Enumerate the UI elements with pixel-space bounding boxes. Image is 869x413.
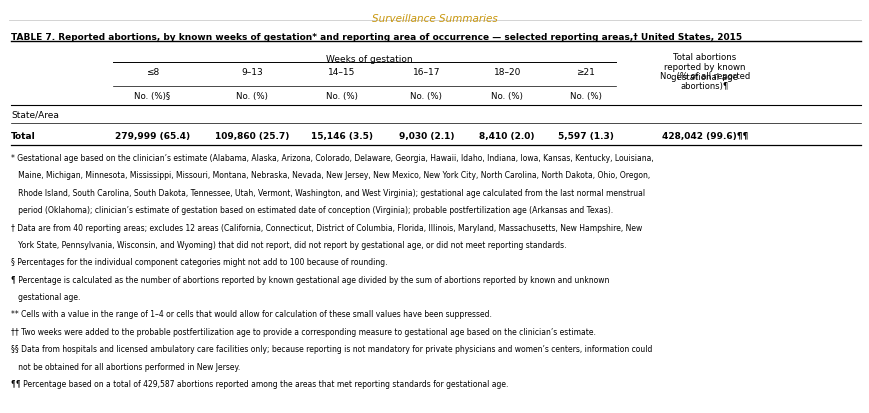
Text: ≥21: ≥21	[575, 68, 594, 77]
Text: 9–13: 9–13	[242, 68, 263, 77]
Text: † Data are from 40 reporting areas; excludes 12 areas (California, Connecticut, : † Data are from 40 reporting areas; excl…	[11, 223, 642, 232]
Text: 14–15: 14–15	[328, 68, 355, 77]
Text: 279,999 (65.4): 279,999 (65.4)	[115, 132, 189, 141]
Text: 109,860 (25.7): 109,860 (25.7)	[215, 132, 289, 141]
Text: §§ Data from hospitals and licensed ambulatory care facilities only; because rep: §§ Data from hospitals and licensed ambu…	[11, 344, 652, 354]
Text: Maine, Michigan, Minnesota, Mississippi, Missouri, Montana, Nebraska, Nevada, Ne: Maine, Michigan, Minnesota, Mississippi,…	[11, 171, 650, 180]
Text: period (Oklahoma); clinician’s estimate of gestation based on estimated date of : period (Oklahoma); clinician’s estimate …	[11, 206, 613, 215]
Text: No. (%): No. (%)	[236, 92, 268, 101]
Text: No. (%): No. (%)	[491, 92, 522, 101]
Text: 428,042 (99.6)¶¶: 428,042 (99.6)¶¶	[660, 132, 747, 141]
Text: 16–17: 16–17	[412, 68, 440, 77]
Text: TABLE 7. Reported abortions, by known weeks of gestation* and reporting area of : TABLE 7. Reported abortions, by known we…	[11, 33, 741, 42]
Text: ** Cells with a value in the range of 1–4 or cells that would allow for calculat: ** Cells with a value in the range of 1–…	[11, 310, 492, 319]
Text: Weeks of gestation: Weeks of gestation	[325, 55, 412, 64]
Text: gestational age.: gestational age.	[11, 292, 81, 301]
Text: 8,410 (2.0): 8,410 (2.0)	[479, 132, 534, 141]
Text: * Gestational age based on the clinician’s estimate (Alabama, Alaska, Arizona, C: * Gestational age based on the clinician…	[11, 154, 653, 163]
Text: 15,146 (3.5): 15,146 (3.5)	[310, 132, 373, 141]
Text: ¶¶ Percentage based on a total of 429,587 abortions reported among the areas tha: ¶¶ Percentage based on a total of 429,58…	[11, 379, 508, 388]
Text: Total: Total	[11, 132, 36, 141]
Text: No. (%): No. (%)	[410, 92, 441, 101]
Text: No. (%): No. (%)	[326, 92, 357, 101]
Text: State/Area: State/Area	[11, 111, 59, 120]
Text: not be obtained for all abortions performed in New Jersey.: not be obtained for all abortions perfor…	[11, 362, 241, 371]
Text: § Percentages for the individual component categories might not add to 100 becau: § Percentages for the individual compone…	[11, 258, 388, 267]
Text: ¶ Percentage is calculated as the number of abortions reported by known gestatio: ¶ Percentage is calculated as the number…	[11, 275, 609, 284]
Text: No. (%): No. (%)	[569, 92, 600, 101]
Text: No. (%)§: No. (%)§	[134, 92, 170, 101]
Text: York State, Pennsylvania, Wisconsin, and Wyoming) that did not report, did not r: York State, Pennsylvania, Wisconsin, and…	[11, 240, 567, 249]
Text: 5,597 (1.3): 5,597 (1.3)	[557, 132, 613, 141]
Text: ≤8: ≤8	[145, 68, 159, 77]
Text: †† Two weeks were added to the probable postfertilization age to provide a corre: †† Two weeks were added to the probable …	[11, 327, 595, 336]
Text: Rhode Island, South Carolina, South Dakota, Tennessee, Utah, Vermont, Washington: Rhode Island, South Carolina, South Dako…	[11, 188, 645, 197]
Text: Surveillance Summaries: Surveillance Summaries	[372, 14, 497, 24]
Text: No. (% of all reported
abortions)¶: No. (% of all reported abortions)¶	[659, 71, 749, 91]
Text: 18–20: 18–20	[493, 68, 521, 77]
Text: 9,030 (2.1): 9,030 (2.1)	[398, 132, 454, 141]
Text: Total abortions
reported by known
gestational age: Total abortions reported by known gestat…	[663, 52, 745, 82]
